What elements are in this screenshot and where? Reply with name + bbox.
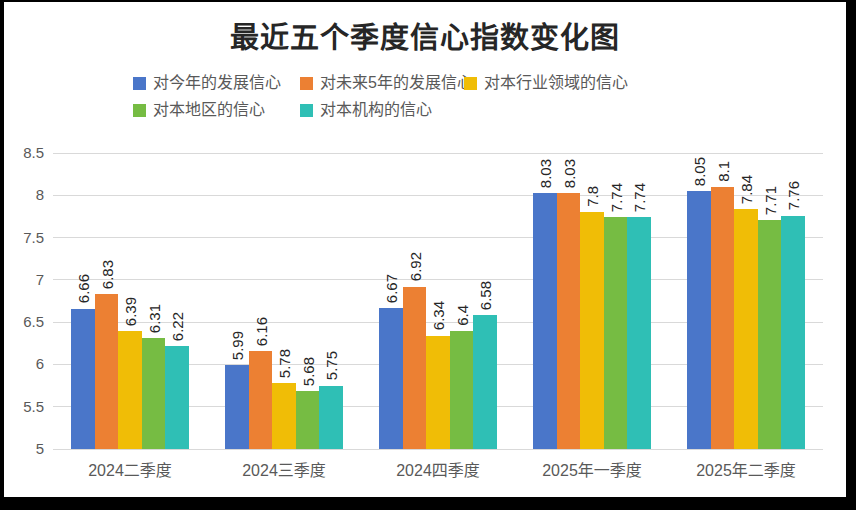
x-axis-category-label: 2024四季度 — [361, 461, 515, 481]
bar: 6.34 — [426, 336, 450, 449]
bar: 6.16 — [249, 351, 273, 449]
gridline — [53, 153, 823, 154]
bar: 5.99 — [225, 365, 249, 449]
y-axis-tick-label: 7 — [4, 271, 44, 289]
bar-value-label: 7.76 — [786, 181, 801, 210]
bar-value-label: 7.74 — [632, 183, 647, 212]
bar: 6.67 — [379, 308, 403, 449]
y-axis-tick-label: 8 — [4, 186, 44, 204]
bar: 6.92 — [403, 287, 427, 449]
bar-value-label: 6.4 — [454, 305, 469, 326]
bar: 7.74 — [604, 217, 628, 449]
bar: 6.31 — [142, 338, 166, 449]
bar: 5.68 — [296, 391, 320, 449]
bar-value-label: 5.78 — [277, 349, 292, 378]
bar: 7.84 — [734, 209, 758, 449]
bar-value-label: 7.71 — [762, 186, 777, 215]
x-axis-category-label: 2025年一季度 — [515, 461, 669, 481]
bar-value-label: 6.39 — [123, 297, 138, 326]
bar-value-label: 6.66 — [76, 274, 91, 303]
bar: 6.66 — [71, 309, 95, 449]
bar-value-label: 8.05 — [692, 157, 707, 186]
bar: 6.83 — [95, 294, 119, 449]
bar-value-label: 6.22 — [170, 312, 185, 341]
bar: 6.58 — [473, 315, 497, 449]
bar-value-label: 6.31 — [146, 304, 161, 333]
chart-canvas: 最近五个季度信心指数变化图 对今年的发展信心 对未来5年的发展信心 对本行业领域… — [4, 2, 846, 497]
bar: 5.75 — [319, 386, 343, 449]
bar-value-label: 5.99 — [230, 331, 245, 360]
bar-value-label: 7.74 — [608, 183, 623, 212]
bar: 7.74 — [627, 217, 651, 449]
bar: 5.78 — [272, 383, 296, 449]
bar-value-label: 6.83 — [99, 260, 114, 289]
x-axis-category-label: 2024三季度 — [207, 461, 361, 481]
bar-value-label: 8.03 — [561, 159, 576, 188]
bar: 8.03 — [533, 193, 557, 449]
plot-area: 55.566.577.588.56.666.836.396.316.222024… — [4, 2, 846, 497]
bar-value-label: 6.92 — [407, 252, 422, 281]
bar-value-label: 5.75 — [324, 351, 339, 380]
y-axis-tick-label: 6.5 — [4, 313, 44, 331]
bar: 8.1 — [711, 187, 735, 449]
bar-value-label: 8.1 — [715, 161, 730, 182]
bar-value-label: 6.58 — [478, 281, 493, 310]
bar-value-label: 7.84 — [739, 175, 754, 204]
bar-value-label: 6.34 — [431, 301, 446, 330]
screenshot-frame: 最近五个季度信心指数变化图 对今年的发展信心 对未来5年的发展信心 对本行业领域… — [0, 0, 856, 510]
bar: 8.05 — [687, 191, 711, 449]
bar: 7.71 — [758, 220, 782, 449]
bar-value-label: 5.68 — [300, 357, 315, 386]
bar: 6.39 — [118, 331, 142, 449]
y-axis-tick-label: 8.5 — [4, 144, 44, 162]
y-axis-tick-label: 5.5 — [4, 398, 44, 416]
x-axis-category-label: 2024二季度 — [53, 461, 207, 481]
bar: 7.8 — [580, 212, 604, 449]
bar-value-label: 7.8 — [585, 186, 600, 207]
bar: 7.76 — [781, 216, 805, 449]
y-axis-tick-label: 6 — [4, 355, 44, 373]
x-axis-category-label: 2025年二季度 — [669, 461, 823, 481]
bar: 6.4 — [450, 331, 474, 449]
y-axis-tick-label: 5 — [4, 440, 44, 458]
bar-value-label: 8.03 — [538, 159, 553, 188]
bar-value-label: 6.67 — [384, 274, 399, 303]
y-axis-tick-label: 7.5 — [4, 229, 44, 247]
bar-value-label: 6.16 — [253, 317, 268, 346]
bar: 6.22 — [165, 346, 189, 449]
bar: 8.03 — [557, 193, 581, 449]
